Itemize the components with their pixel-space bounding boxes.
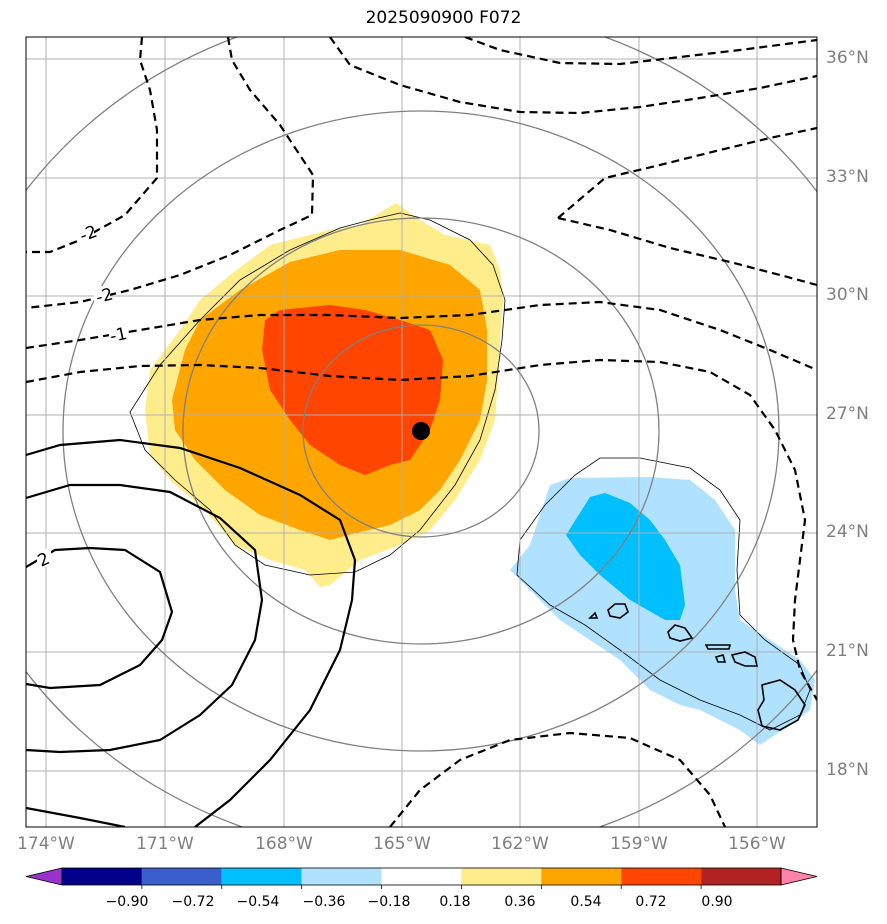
lon-label-168w: 168°W bbox=[255, 834, 313, 854]
colorbar-segment bbox=[301, 868, 382, 885]
solid-contour-3 bbox=[26, 438, 357, 827]
dashed-contour-8 bbox=[557, 216, 817, 287]
colorbar-tick-label: −0.54 bbox=[236, 894, 280, 910]
contour-label: -2 bbox=[94, 284, 116, 308]
lon-label-162w: 162°W bbox=[491, 834, 549, 854]
lat-label-30n: 30°N bbox=[826, 285, 869, 305]
colorbar-segment bbox=[461, 868, 542, 885]
island-lanai bbox=[714, 654, 727, 663]
dashed-contours bbox=[26, 37, 817, 827]
island-oahu bbox=[667, 624, 694, 642]
colorbar-tick-label: 0.18 bbox=[439, 894, 471, 910]
colorbar-segment bbox=[381, 868, 462, 885]
dashed-contour-4 bbox=[26, 358, 817, 701]
colorbar-tick-label: −0.36 bbox=[302, 894, 346, 910]
lat-label-21n: 21°N bbox=[826, 641, 869, 661]
island-maui bbox=[730, 651, 758, 667]
lat-label-18n: 18°N bbox=[826, 760, 869, 780]
dashed-contour-7 bbox=[557, 126, 817, 219]
solid-contour-2 bbox=[26, 483, 264, 754]
island-niihau bbox=[588, 611, 599, 619]
lat-label-27n: 27°N bbox=[826, 404, 869, 424]
lon-label-159w: 159°W bbox=[610, 834, 668, 854]
colorbar-tick-label: −0.72 bbox=[171, 894, 215, 910]
fill-positive-0.54 bbox=[262, 305, 443, 475]
lon-label-156w: 156°W bbox=[728, 834, 786, 854]
solid-contours bbox=[26, 438, 357, 827]
plot-title: 2025090900 F072 bbox=[365, 8, 522, 28]
lon-label-174w: 174°W bbox=[17, 834, 75, 854]
colorbar bbox=[25, 867, 818, 889]
colorbar-segment bbox=[62, 868, 142, 885]
colorbar-tick-label: −0.90 bbox=[105, 894, 149, 910]
range-ring-3 bbox=[62, 110, 780, 752]
fill-negative-0.36 bbox=[566, 493, 685, 620]
island-kauai bbox=[607, 603, 629, 619]
contour-label: -1 bbox=[108, 324, 129, 347]
lat-label-36n: 36°N bbox=[826, 48, 869, 68]
colorbar-outline bbox=[61, 867, 782, 886]
colorbar-tick-label: 0.36 bbox=[504, 894, 536, 910]
range-ring-1 bbox=[302, 324, 540, 538]
solid-contour-1 bbox=[26, 546, 174, 690]
dashed-contour-3 bbox=[26, 300, 817, 372]
colorbar-extend-low bbox=[25, 867, 63, 886]
lat-label-24n: 24°N bbox=[826, 522, 869, 542]
lon-label-171w: 171°W bbox=[136, 834, 194, 854]
hawaiian-islands bbox=[588, 603, 806, 731]
dashed-contour-2 bbox=[26, 37, 315, 310]
island-hawaii bbox=[757, 679, 806, 731]
colorbar-segment bbox=[701, 868, 781, 885]
colorbar-segment bbox=[141, 868, 222, 885]
lat-gridlines bbox=[26, 58, 817, 772]
lat-label-33n: 33°N bbox=[826, 167, 869, 187]
outline-contour-positive bbox=[129, 212, 506, 576]
colorbar-tick-label: 0.90 bbox=[701, 894, 733, 910]
island-molokai bbox=[704, 644, 732, 650]
dashed-contour-9 bbox=[389, 731, 726, 827]
lon-label-165w: 165°W bbox=[373, 834, 431, 854]
colorbar-segment bbox=[621, 868, 702, 885]
solid-contour-4 bbox=[26, 806, 126, 827]
storm-center-marker bbox=[412, 422, 430, 440]
colorbar-segment bbox=[221, 868, 302, 885]
dashed-contour-1 bbox=[26, 37, 159, 254]
contour-labels: -2 -2 -1 2 bbox=[35, 222, 129, 572]
map-plot-area bbox=[26, 37, 817, 827]
dashed-contour-6 bbox=[464, 37, 817, 66]
colorbar-segment bbox=[541, 868, 622, 885]
axes-frame bbox=[25, 36, 818, 828]
colorbar-tick-label: 0.72 bbox=[635, 894, 667, 910]
range-rings bbox=[26, 37, 817, 827]
colorbar-tick-label: −0.18 bbox=[367, 894, 411, 910]
outline-contour-negative bbox=[516, 457, 811, 731]
range-ring-2 bbox=[182, 217, 660, 645]
colorbar-tick-label: 0.54 bbox=[570, 894, 602, 910]
lon-gridlines bbox=[45, 37, 758, 827]
contour-label: -2 bbox=[77, 222, 100, 247]
dashed-contour-5 bbox=[329, 37, 817, 115]
colorbar-extend-high bbox=[780, 867, 818, 886]
